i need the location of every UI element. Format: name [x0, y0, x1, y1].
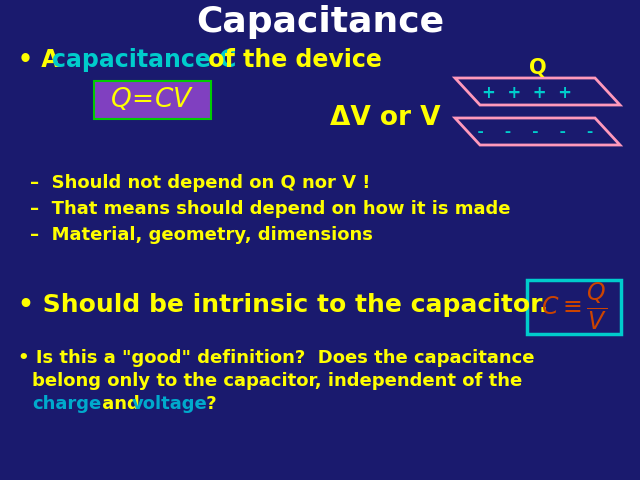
Text: • Is this a "good" definition?  Does the capacitance: • Is this a "good" definition? Does the … [18, 349, 534, 367]
Text: ?: ? [200, 395, 216, 413]
Text: belong only to the capacitor, independent of the: belong only to the capacitor, independen… [32, 372, 522, 390]
Text: and: and [96, 395, 146, 413]
Text: –  Material, geometry, dimensions: – Material, geometry, dimensions [30, 226, 373, 244]
FancyBboxPatch shape [94, 81, 211, 119]
Text: ΔV or V: ΔV or V [330, 105, 440, 131]
Text: • Should be intrinsic to the capacitor.: • Should be intrinsic to the capacitor. [18, 293, 548, 317]
Text: • A: • A [18, 48, 68, 72]
FancyBboxPatch shape [527, 280, 621, 334]
Text: -  -  -  -  -: - - - - - [476, 124, 594, 140]
Text: +  +  +  +: + + + + [483, 84, 573, 102]
Text: voltage: voltage [132, 395, 208, 413]
Text: capacitance C: capacitance C [52, 48, 236, 72]
Text: of the device: of the device [200, 48, 382, 72]
Text: Capacitance: Capacitance [196, 5, 444, 39]
Text: Q: Q [529, 58, 547, 78]
Text: –  Should not depend on Q nor V !: – Should not depend on Q nor V ! [30, 174, 371, 192]
Text: $\mathit{C} \equiv \dfrac{\mathit{Q}}{\mathit{V}}$: $\mathit{C} \equiv \dfrac{\mathit{Q}}{\m… [541, 282, 607, 332]
Text: $\mathit{Q\!=\!CV}$: $\mathit{Q\!=\!CV}$ [110, 86, 195, 113]
Text: –  That means should depend on how it is made: – That means should depend on how it is … [30, 200, 511, 218]
Text: charge: charge [32, 395, 101, 413]
